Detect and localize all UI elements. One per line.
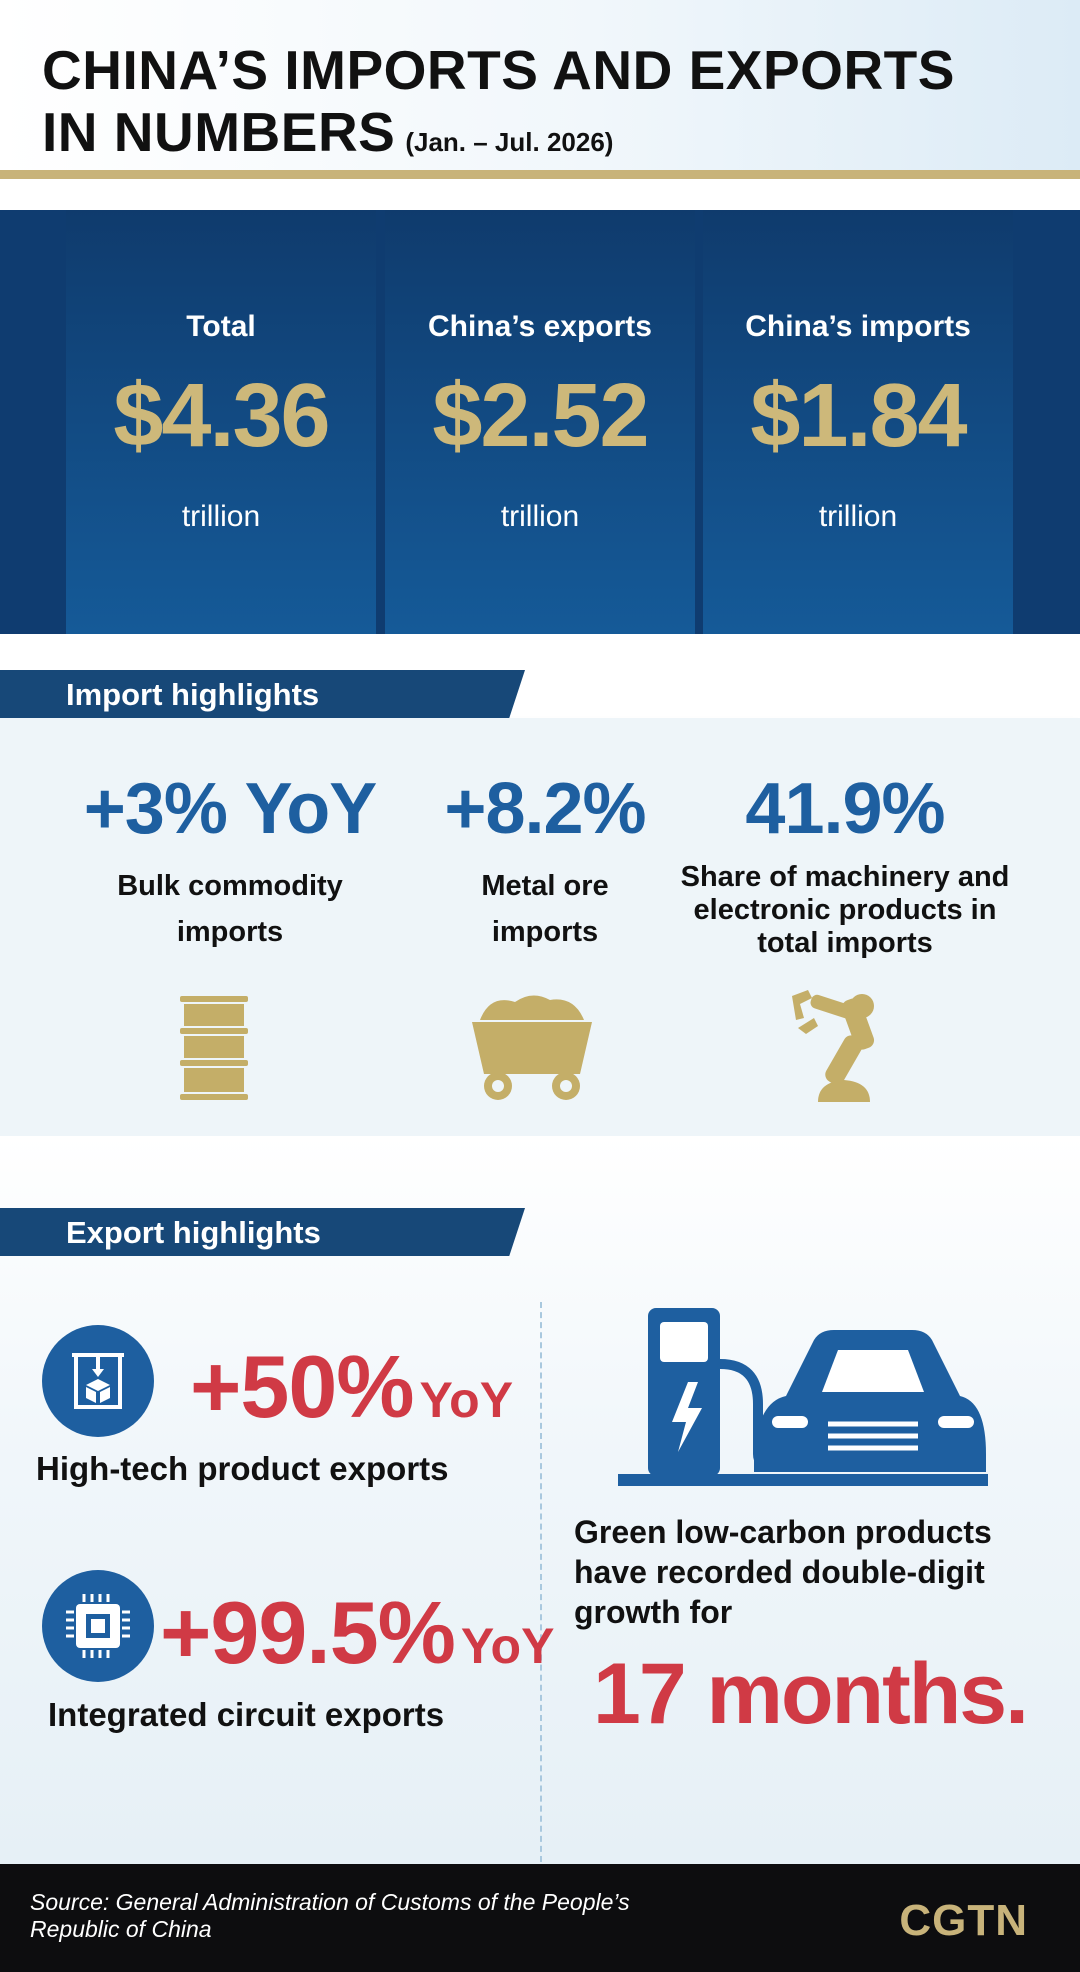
gold-divider (0, 170, 1080, 179)
header: CHINA’S IMPORTS AND EXPORTS IN NUMBERS (J… (0, 0, 1080, 170)
import-desc: Bulk commodity imports (60, 863, 400, 955)
hightech-label: High-tech product exports (36, 1450, 449, 1487)
ic-yoy: YoY (460, 1618, 555, 1674)
total-card: Total $4.36 trillion (66, 210, 376, 634)
chip-icon-glyph (66, 1594, 130, 1658)
export-section-title: Export highlights (66, 1215, 321, 1250)
exports-card: China’s exports $2.52 trillion (385, 210, 695, 634)
green-months-value: 17 months. (593, 1646, 1029, 1742)
imports-card: China’s imports $1.84 trillion (703, 210, 1013, 634)
ic-value: +99.5% YoY (160, 1582, 554, 1684)
total-unit: trillion (181, 500, 261, 533)
hightech-yoy: YoY (419, 1372, 514, 1428)
cgtn-logo: CGTN (899, 1896, 1028, 1945)
import-highlights-tab: Import highlights (0, 670, 525, 718)
green-growth-text: Green low-carbon products have recorded … (574, 1514, 992, 1630)
3d-printer-icon-glyph (72, 1353, 124, 1409)
exports-unit: trillion (500, 500, 580, 533)
page-title-line2: IN NUMBERS (Jan. – Jul. 2026) (42, 100, 613, 164)
import-desc: Metal ore imports (385, 863, 705, 955)
ic-percent: +99.5% (160, 1583, 456, 1682)
imports-unit: trillion (818, 500, 898, 533)
footer: Source: General Administration of Custom… (0, 1864, 1080, 1972)
imports-value: $1.84 (750, 366, 967, 466)
exports-value: $2.52 (432, 366, 649, 466)
exports-label: China’s exports (428, 310, 652, 343)
ore-cart-icon (472, 995, 592, 1100)
import-desc-text: Share of machinery and electronic produc… (680, 861, 1010, 959)
oil-barrel-icon (180, 996, 248, 1100)
total-value: $4.36 (113, 366, 330, 466)
import-highlights-panel: +3% YoY Bulk commodity imports +8.2% Met… (0, 718, 1080, 1136)
hightech-value: +50% YoY (190, 1336, 513, 1438)
chip-icon (42, 1570, 154, 1682)
3d-printer-icon (42, 1325, 154, 1437)
import-value: 41.9% (745, 769, 945, 849)
ev-charging-car-icon (618, 1308, 988, 1486)
page-title-line2-text: IN NUMBERS (42, 101, 396, 163)
ic-label: Integrated circuit exports (48, 1696, 445, 1733)
import-desc: Share of machinery and electronic produc… (665, 861, 1025, 960)
import-value: +8.2% (444, 769, 646, 849)
import-desc-text: Bulk commodity imports (117, 870, 343, 948)
source-note: Source: General Administration of Custom… (30, 1889, 630, 1942)
robotic-arm-icon (792, 990, 875, 1102)
page-title-line1: CHINA’S IMPORTS AND EXPORTS (42, 39, 955, 101)
hightech-percent: +50% (190, 1337, 415, 1436)
imports-label: China’s imports (745, 310, 971, 343)
export-highlights-tab: Export highlights (0, 1208, 525, 1256)
period-label: (Jan. – Jul. 2026) (405, 127, 614, 157)
total-label: Total (186, 310, 256, 343)
import-desc-text: Metal ore imports (481, 870, 609, 948)
dashed-divider (540, 1302, 542, 1862)
import-section-title: Import highlights (66, 677, 320, 712)
import-value: +3% YoY (83, 769, 378, 849)
